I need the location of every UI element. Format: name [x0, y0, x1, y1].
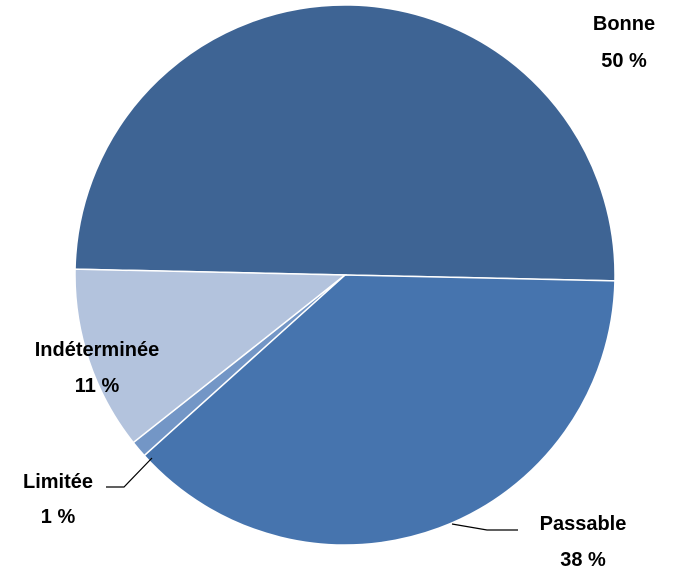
slice-label-bonne: Bonne: [593, 13, 655, 35]
slice-labels: Bonne 50 % Passable 38 % Limitée 1 % Ind…: [23, 13, 655, 571]
slice-label-indeterminee: Indéterminée: [35, 339, 159, 361]
slice-label-passable: Passable: [540, 513, 627, 535]
slice-percent-limitee: 1 %: [41, 506, 76, 528]
pie-slice-passable: [143, 274, 616, 546]
slice-label-limitee: Limitée: [23, 471, 93, 493]
pie-slice-bonne: [74, 4, 616, 282]
slice-percent-indeterminee: 11 %: [75, 375, 120, 397]
slice-percent-passable: 38 %: [560, 549, 606, 571]
pie-slice-indeterminee: [74, 268, 348, 444]
leader-lines: [106, 457, 518, 531]
pie-slices: [74, 4, 616, 546]
leader-line-passable: [451, 523, 518, 531]
leader-line-limitee: [106, 457, 153, 488]
slice-percent-bonne: 50 %: [601, 50, 647, 72]
